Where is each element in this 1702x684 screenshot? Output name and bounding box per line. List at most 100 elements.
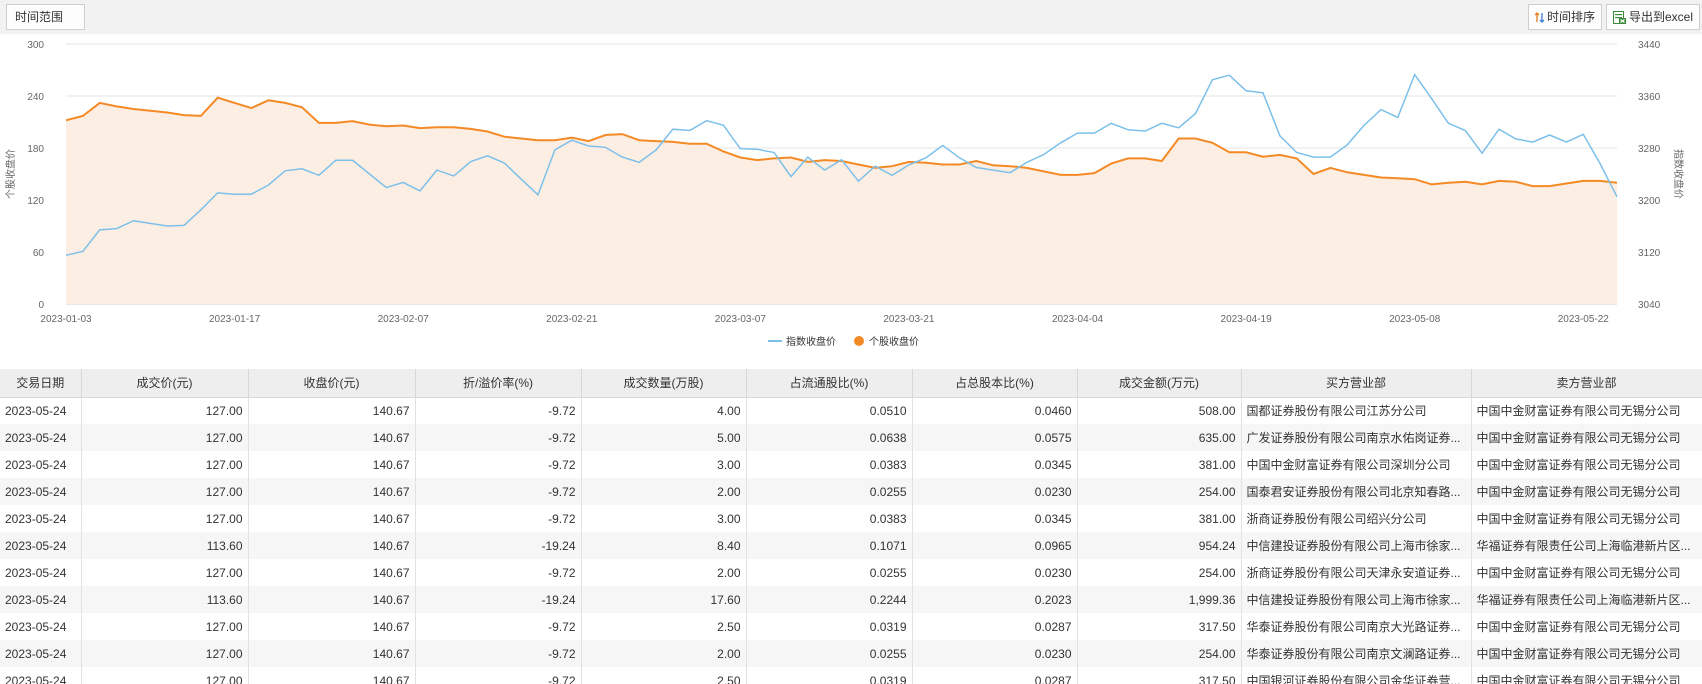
x-tick-label: 2023-02-21 — [546, 314, 598, 325]
left-tick-label: 180 — [27, 144, 44, 155]
table-cell: 0.0230 — [912, 559, 1078, 586]
table-cell: 中国中金财富证券有限公司无锡分公司 — [1471, 559, 1702, 586]
toolbar: 时间范围 时间排序 导出到excel — [0, 0, 1702, 34]
table-cell: 中国中金财富证券有限公司无锡分公司 — [1471, 478, 1702, 505]
table-row[interactable]: 2023-05-24 127.00 140.67 -9.72 3.00 0.0383 0.0… — [0, 505, 1702, 532]
block-trade-grid: 交易日期 成交价(元) 收盘价(元) 折/溢价率(%) 成交数量(万股) 占流通股比(%)… — [0, 369, 1702, 684]
table-cell: 140.67 — [248, 640, 416, 667]
table-cell: 华泰证券股份有限公司南京文澜路证券... — [1241, 640, 1472, 667]
export-excel-button[interactable]: 导出到excel — [1606, 4, 1700, 30]
column-header[interactable]: 卖方营业部 — [1471, 369, 1702, 398]
table-row[interactable]: 2023-05-24 113.60 140.67 -19.24 17.60 0.2244 0… — [0, 586, 1702, 613]
table-cell: 140.67 — [248, 586, 416, 613]
table-row[interactable]: 2023-05-24 127.00 140.67 -9.72 2.00 0.0255 0.0… — [0, 478, 1702, 505]
table-cell: 2.00 — [581, 478, 747, 505]
table-cell: 2.00 — [581, 640, 747, 667]
table-cell: 381.00 — [1077, 505, 1242, 532]
table-row[interactable]: 2023-05-24 113.60 140.67 -19.24 8.40 0.1071 0.… — [0, 532, 1702, 559]
table-cell: 635.00 — [1077, 424, 1242, 451]
table-cell: 国泰君安证券股份有限公司北京知春路... — [1241, 478, 1472, 505]
time-sort-label: 时间排序 — [1547, 10, 1596, 24]
column-header[interactable]: 占流通股比(%) — [746, 369, 913, 398]
x-tick-label: 2023-02-07 — [378, 314, 430, 325]
table-cell: 3.00 — [581, 505, 747, 532]
table-row[interactable]: 2023-05-24 127.00 140.67 -9.72 5.00 0.0638 0.0… — [0, 424, 1702, 451]
time-sort-button[interactable]: 时间排序 — [1528, 4, 1602, 30]
export-excel-label: 导出到excel — [1629, 10, 1694, 24]
right-tick-label: 3040 — [1638, 300, 1661, 311]
table-cell: 17.60 — [581, 586, 747, 613]
table-cell: 2023-05-24 — [0, 505, 82, 532]
left-tick-label: 300 — [27, 40, 44, 51]
stock-area — [66, 97, 1617, 304]
table-cell: 中国中金财富证券有限公司深圳分公司 — [1241, 451, 1472, 478]
column-header[interactable]: 成交数量(万股) — [581, 369, 747, 398]
x-tick-label: 2023-01-17 — [209, 314, 261, 325]
right-axis-title: 指数收盘价 — [1672, 149, 1685, 199]
table-cell: 127.00 — [81, 397, 249, 424]
table-cell: 华福证券有限责任公司上海临港新片区... — [1471, 532, 1702, 559]
table-cell: 381.00 — [1077, 451, 1242, 478]
table-cell: 国都证券股份有限公司江苏分公司 — [1241, 397, 1472, 424]
table-cell: 2023-05-24 — [0, 532, 82, 559]
table-cell: 2023-05-24 — [0, 613, 82, 640]
left-tick-label: 240 — [27, 92, 44, 103]
table-cell: -9.72 — [415, 478, 582, 505]
column-header[interactable]: 成交金额(万元) — [1077, 369, 1242, 398]
column-header[interactable]: 交易日期 — [0, 369, 82, 398]
table-cell: 127.00 — [81, 667, 249, 684]
table-cell: 2023-05-24 — [0, 667, 82, 684]
table-cell: 2023-05-24 — [0, 397, 82, 424]
right-tick-label: 3200 — [1638, 196, 1661, 207]
column-header[interactable]: 收盘价(元) — [248, 369, 416, 398]
table-cell: 127.00 — [81, 478, 249, 505]
table-body: 2023-05-24 127.00 140.67 -9.72 4.00 0.0510 0.0… — [0, 397, 1702, 684]
table-cell: 华福证券有限责任公司上海临港新片区... — [1471, 586, 1702, 613]
table-cell: 浙商证券股份有限公司绍兴分公司 — [1241, 505, 1472, 532]
x-tick-label: 2023-03-07 — [715, 314, 767, 325]
column-header[interactable]: 买方营业部 — [1241, 369, 1472, 398]
table-cell: -9.72 — [415, 397, 582, 424]
table-cell: -9.72 — [415, 640, 582, 667]
left-tick-label: 0 — [38, 300, 44, 311]
right-tick-label: 3120 — [1638, 248, 1661, 259]
table-cell: 0.0575 — [912, 424, 1078, 451]
table-cell: 0.0510 — [746, 397, 913, 424]
column-header[interactable]: 折/溢价率(%) — [415, 369, 582, 398]
block-trade-table: 交易日期 成交价(元) 收盘价(元) 折/溢价率(%) 成交数量(万股) 占流通股比(%)… — [0, 369, 1702, 684]
table-cell: 2.00 — [581, 559, 747, 586]
table-cell: 华泰证券股份有限公司南京大光路证券... — [1241, 613, 1472, 640]
table-cell: 2.50 — [581, 613, 747, 640]
x-tick-label: 2023-04-04 — [1052, 314, 1104, 325]
table-cell: 113.60 — [81, 586, 249, 613]
column-header[interactable]: 成交价(元) — [81, 369, 249, 398]
table-cell: -9.72 — [415, 424, 582, 451]
table-row[interactable]: 2023-05-24 127.00 140.67 -9.72 2.50 0.0319 0.0… — [0, 667, 1702, 684]
table-cell: 140.67 — [248, 397, 416, 424]
table-cell: 2023-05-24 — [0, 586, 82, 613]
table-cell: 中信建投证券股份有限公司上海市徐家... — [1241, 532, 1472, 559]
legend-stock-swatch — [854, 336, 864, 346]
table-cell: 0.0230 — [912, 478, 1078, 505]
table-cell: 0.0319 — [746, 613, 913, 640]
table-cell: 140.67 — [248, 478, 416, 505]
table-cell: -9.72 — [415, 559, 582, 586]
right-tick-label: 3280 — [1638, 144, 1661, 155]
table-row[interactable]: 2023-05-24 127.00 140.67 -9.72 3.00 0.0383 0.0… — [0, 451, 1702, 478]
right-tick-label: 3360 — [1638, 92, 1661, 103]
table-row[interactable]: 2023-05-24 127.00 140.67 -9.72 2.00 0.0255 0.0… — [0, 559, 1702, 586]
index-line — [65, 73, 1618, 257]
table-cell: 中国中金财富证券有限公司无锡分公司 — [1471, 613, 1702, 640]
table-row[interactable]: 2023-05-24 127.00 140.67 -9.72 2.00 0.0255 0.0… — [0, 640, 1702, 667]
stock-line — [65, 96, 1618, 188]
time-range-button[interactable]: 时间范围 — [6, 4, 85, 30]
table-cell: 113.60 — [81, 532, 249, 559]
table-cell: 0.0383 — [746, 505, 913, 532]
x-tick-label: 2023-05-22 — [1558, 314, 1610, 325]
column-header[interactable]: 占总股本比(%) — [912, 369, 1078, 398]
table-row[interactable]: 2023-05-24 127.00 140.67 -9.72 4.00 0.0510 0.0… — [0, 397, 1702, 424]
table-cell: 2.50 — [581, 667, 747, 684]
table-cell: 0.0255 — [746, 559, 913, 586]
table-cell: 140.67 — [248, 505, 416, 532]
table-row[interactable]: 2023-05-24 127.00 140.67 -9.72 2.50 0.0319 0.0… — [0, 613, 1702, 640]
